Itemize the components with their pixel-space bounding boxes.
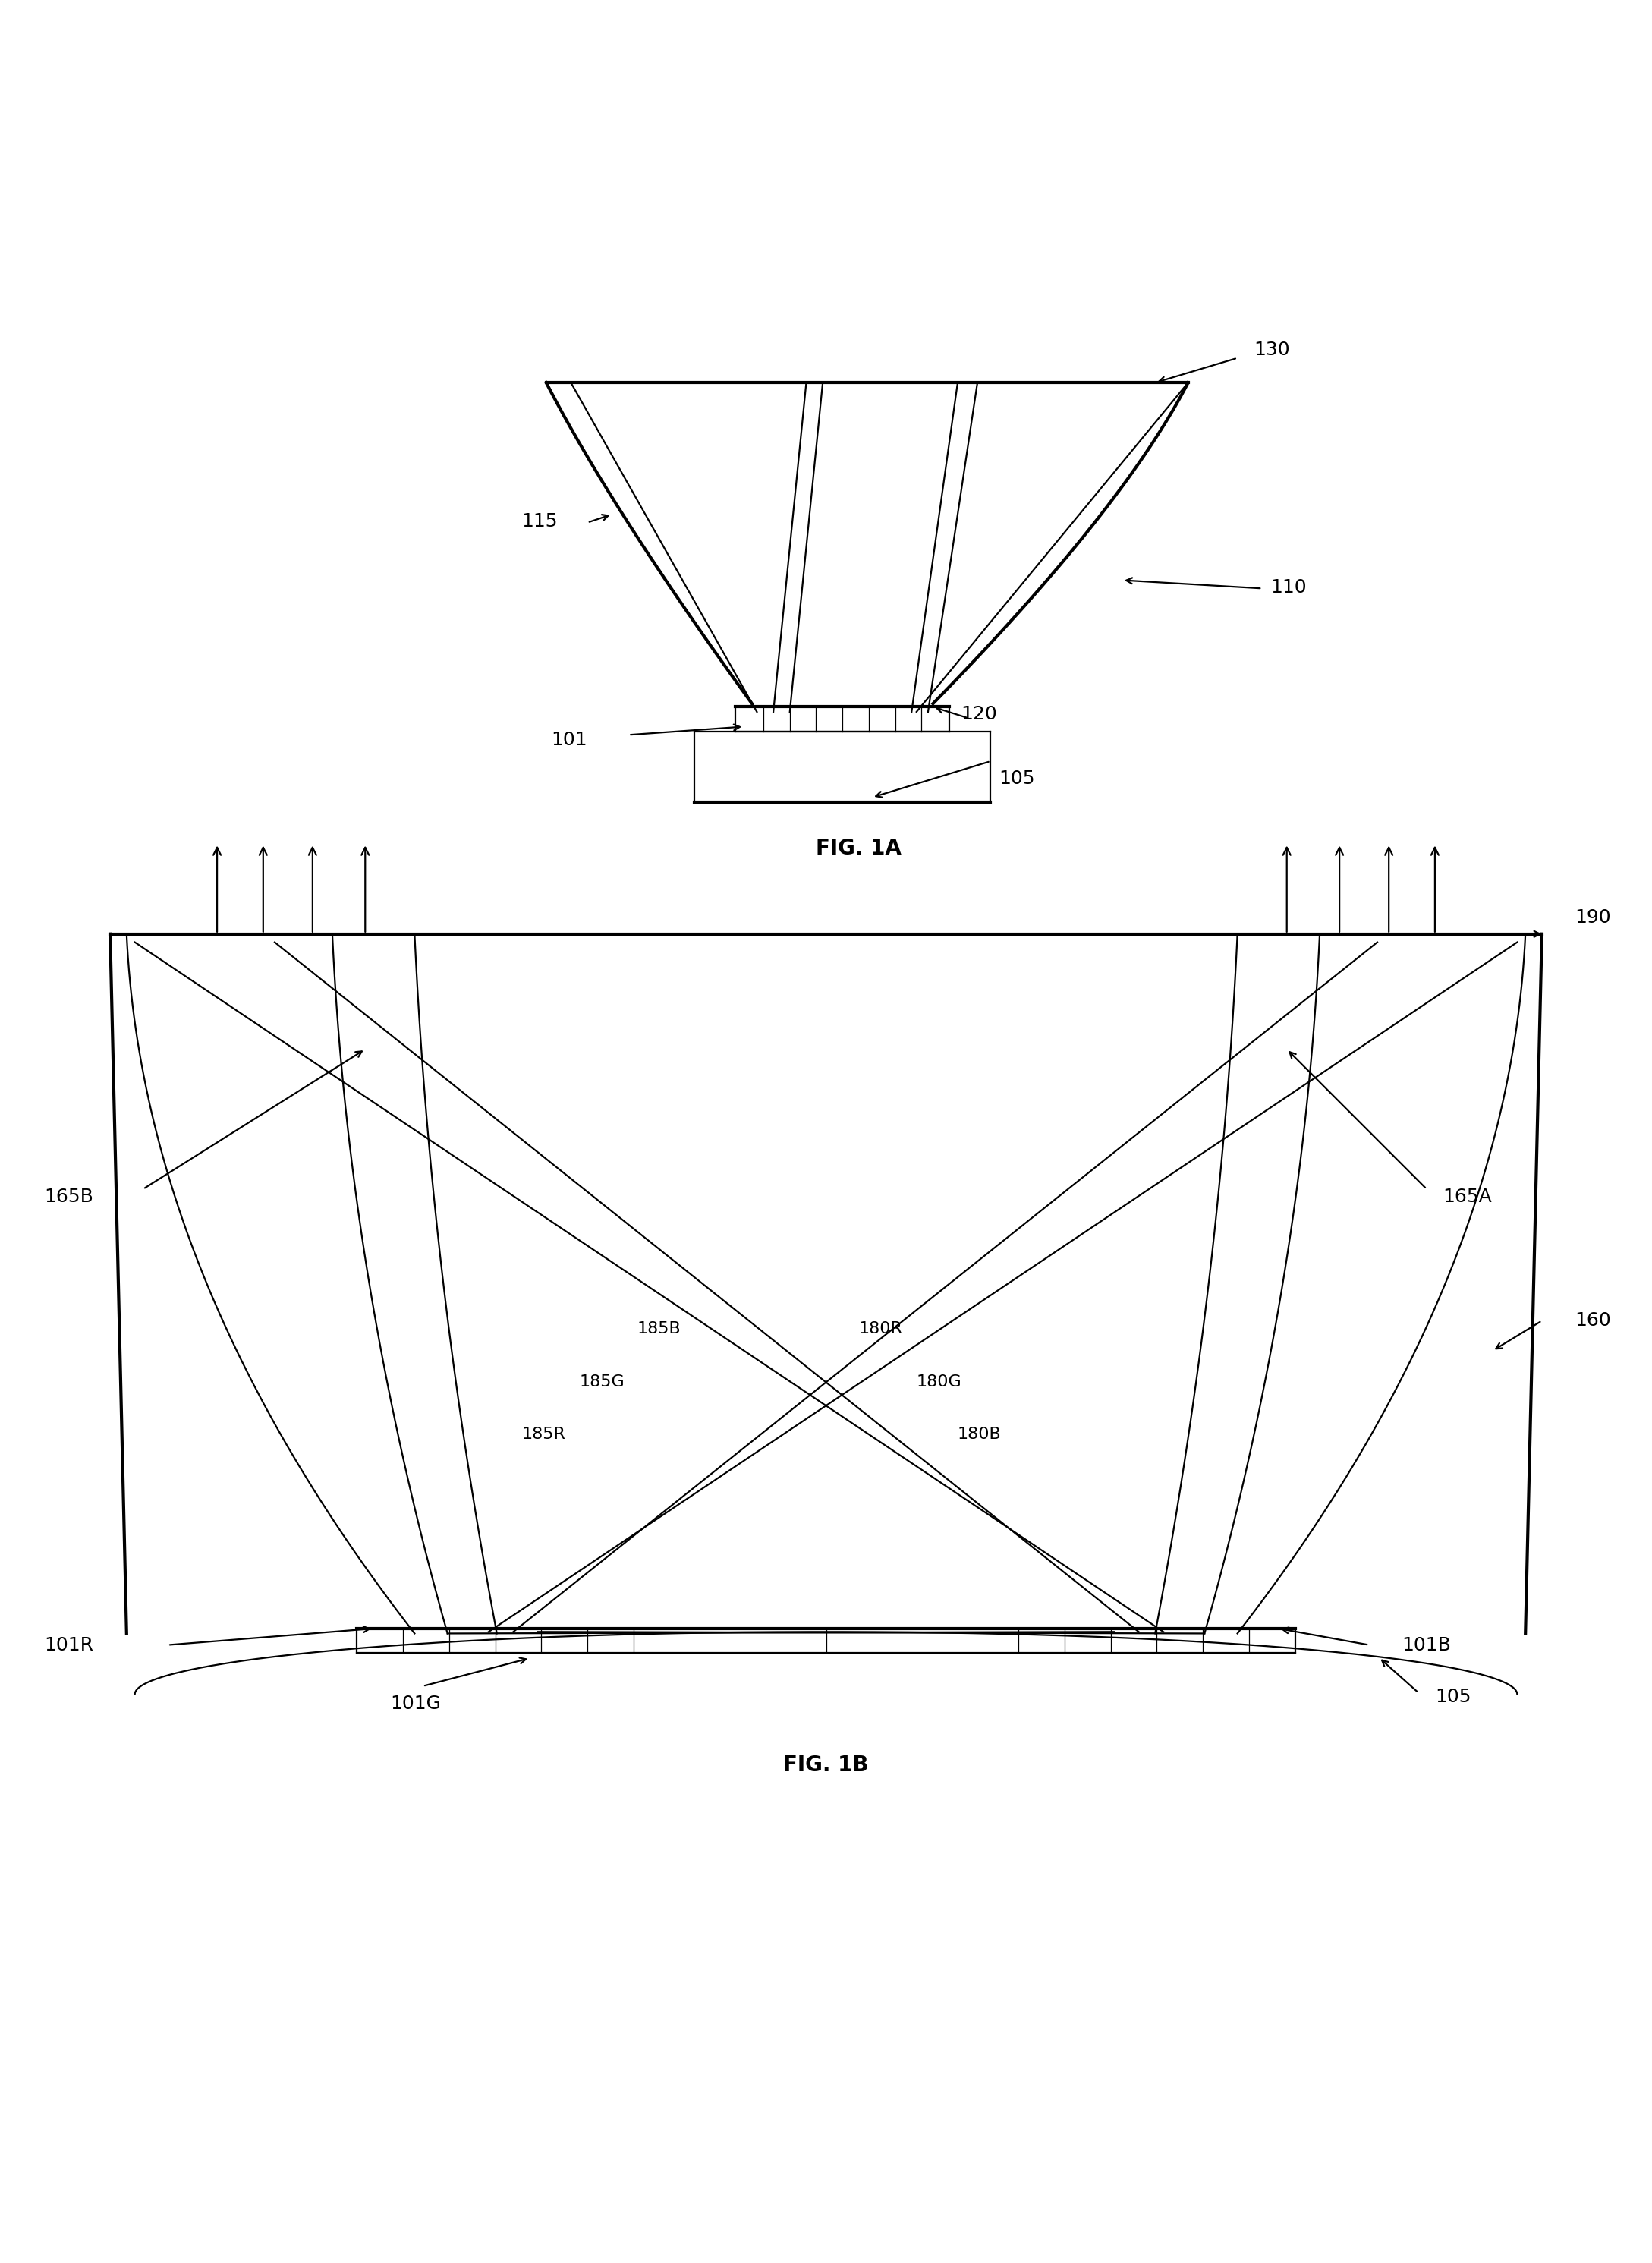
Text: 110: 110 xyxy=(1270,579,1307,597)
Text: 185R: 185R xyxy=(522,1426,565,1442)
Text: 190: 190 xyxy=(1574,907,1611,926)
Text: 165B: 165B xyxy=(45,1188,94,1206)
Text: 105: 105 xyxy=(1436,1688,1470,1706)
Text: 180R: 180R xyxy=(859,1322,904,1337)
Text: 101R: 101R xyxy=(45,1636,94,1654)
Text: FIG. 1B: FIG. 1B xyxy=(783,1754,869,1776)
Text: 185B: 185B xyxy=(636,1322,681,1337)
Text: 101: 101 xyxy=(552,731,588,749)
Text: 180B: 180B xyxy=(958,1426,1001,1442)
Text: 101G: 101G xyxy=(390,1695,441,1713)
Text: 115: 115 xyxy=(522,514,558,532)
Text: 105: 105 xyxy=(999,769,1034,788)
Text: 130: 130 xyxy=(1254,342,1290,360)
Text: FIG. 1A: FIG. 1A xyxy=(816,837,902,860)
Text: 120: 120 xyxy=(961,706,998,724)
Text: 180G: 180G xyxy=(917,1374,961,1389)
Text: 101B: 101B xyxy=(1403,1636,1450,1654)
Text: 160: 160 xyxy=(1574,1313,1611,1331)
Text: 165A: 165A xyxy=(1444,1188,1492,1206)
Text: 185G: 185G xyxy=(580,1374,624,1389)
